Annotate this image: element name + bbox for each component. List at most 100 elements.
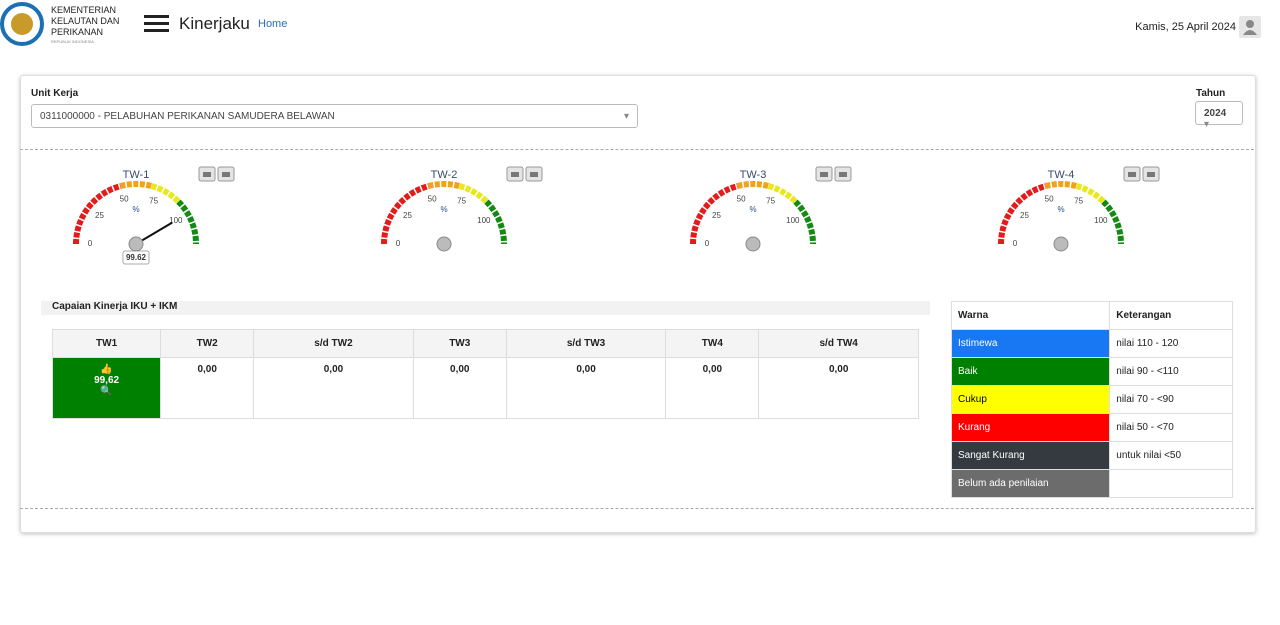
gauge-unit: % (749, 205, 756, 214)
legend-color: Kurang (950, 413, 1111, 442)
header-row: TW1 TW2 s/d TW2 TW3 s/d TW3 TW4 s/d TW4 (51, 329, 919, 358)
legend-color: Sangat Kurang (950, 441, 1111, 470)
unit-value: 0311000000 - PELABUHAN PERIKANAN SAMUDER… (40, 111, 335, 122)
legend-note: nilai 90 - <110 (1109, 357, 1233, 386)
gauge-band (998, 183, 1047, 245)
nav-link[interactable]: Home (258, 18, 288, 30)
gauge-band (736, 181, 770, 189)
gauge-unit: % (132, 205, 139, 214)
value-cell: 0,00 (160, 357, 255, 419)
brand-sub: REPUBLIK INDONESIA (51, 39, 94, 44)
column-header: s/d TW3 (505, 329, 667, 358)
logo (0, 2, 44, 46)
gauge-tick-label: 0 (396, 239, 401, 248)
gauge-band (1044, 181, 1078, 189)
top-bar: KEMENTERIAN KELAUTAN DAN PERIKANAN REPUB… (0, 0, 1280, 50)
download-button[interactable] (1142, 166, 1160, 182)
legend-note: untuk nilai <50 (1109, 441, 1233, 470)
gauge-band (427, 181, 461, 189)
unit-select[interactable]: 0311000000 - PELABUHAN PERIKANAN SAMUDER… (31, 104, 638, 128)
download-button[interactable] (525, 166, 543, 182)
gauge-tick-label: 25 (95, 211, 104, 220)
gauge-band (119, 181, 153, 189)
gauge-unit: % (440, 205, 447, 214)
download-button[interactable] (217, 166, 235, 182)
print-button[interactable] (506, 166, 524, 182)
divider (20, 149, 1254, 150)
year-label: Tahun (1196, 88, 1226, 99)
gauge-tick-label: 50 (428, 195, 437, 204)
gauge-tick-label: 25 (403, 211, 412, 220)
legend-row: Kurang nilai 50 - <70 (950, 413, 1233, 442)
divider (20, 508, 1254, 509)
legend-color: Belum ada penilaian (950, 469, 1111, 498)
value-cell[interactable]: 👍 99,62 🔍 (51, 357, 162, 419)
user-button[interactable] (1239, 16, 1261, 38)
value-cell: 0,00 (412, 357, 507, 419)
value: 0,00 (576, 364, 596, 375)
column-header: Warna (950, 301, 1111, 330)
value: 0,00 (323, 364, 344, 375)
gauge-tick-label: 75 (766, 197, 775, 206)
value: 0,00 (702, 364, 723, 375)
app-title: Kinerjaku (179, 14, 250, 33)
legend-note (1109, 469, 1233, 498)
gauge-band (484, 199, 507, 245)
gauge-band (458, 183, 489, 204)
brand-line: KEMENTERIAN (51, 5, 117, 15)
gauge-value: 99.62 (126, 253, 147, 262)
section-title: Capaian Kinerja IKU + IKM (41, 301, 930, 315)
value-cell: 0,00 (505, 357, 667, 419)
gauge-band (767, 183, 798, 204)
legend-table: Warna Keterangan Istimewa nilai 110 - 120 Ba… (950, 301, 1233, 498)
gauge-hub (1053, 236, 1069, 252)
gauge-tick-label: 50 (120, 195, 129, 204)
gauge-tick-label: 100 (786, 216, 800, 225)
legend-note: nilai 110 - 120 (1109, 329, 1233, 358)
value-cell: 0,00 (758, 357, 919, 419)
legend-row: Belum ada penilaian (950, 469, 1233, 498)
value-cell: 0,00 (665, 357, 760, 419)
gauge-tick-label: 0 (705, 239, 710, 248)
gauge-tick-label: 0 (88, 239, 93, 248)
legend-row: Cukup nilai 70 - <90 (950, 385, 1233, 414)
column-header: TW1 (51, 329, 162, 358)
gauge-tick-label: 50 (1045, 195, 1054, 204)
gauge-tick-label: 75 (457, 197, 466, 206)
gauge-tick-label: 100 (169, 216, 183, 225)
unit-label: Unit Kerja (31, 88, 79, 99)
gauge-tick-label: 100 (477, 216, 491, 225)
value: 0,00 (828, 364, 849, 375)
download-button[interactable] (834, 166, 852, 182)
column-header: TW2 (160, 329, 255, 358)
legend-row: Sangat Kurang untuk nilai <50 (950, 441, 1233, 470)
column-header: TW3 (412, 329, 507, 358)
gauge-hub (128, 236, 144, 252)
legend-color: Cukup (950, 385, 1111, 414)
value: 0,00 (197, 364, 217, 375)
gauge-tick-label: 100 (1094, 216, 1108, 225)
gauge-band (690, 183, 739, 245)
gauge-hub (436, 236, 452, 252)
gauge-tick-label: 0 (1013, 239, 1018, 248)
gauge-tick-label: 25 (1020, 211, 1029, 220)
year-value: 2024 (1204, 108, 1227, 119)
print-button[interactable] (198, 166, 216, 182)
menu-button[interactable] (144, 15, 170, 33)
performance-table: TW1 TW2 s/d TW2 TW3 s/d TW3 TW4 s/d TW4 👍 99,62 🔍… (51, 329, 919, 419)
column-header: s/d TW4 (758, 329, 919, 358)
legend-color: Baik (950, 357, 1111, 386)
gauge-band (176, 199, 199, 245)
brand: KEMENTERIAN KELAUTAN DAN PERIKANAN REPUB… (51, 5, 119, 46)
search-icon[interactable]: 🔍 (100, 386, 113, 397)
header-row: Warna Keterangan (950, 301, 1233, 330)
brand-line: PERIKANAN (51, 27, 104, 37)
print-button[interactable] (815, 166, 833, 182)
brand-line: KELAUTAN DAN (51, 16, 120, 26)
main-card (20, 75, 1256, 533)
column-header: TW4 (665, 329, 760, 358)
year-select[interactable]: 2024 ▾ (1195, 101, 1243, 130)
print-button[interactable] (1123, 166, 1141, 182)
gauge-title: TW-2 (431, 169, 458, 181)
